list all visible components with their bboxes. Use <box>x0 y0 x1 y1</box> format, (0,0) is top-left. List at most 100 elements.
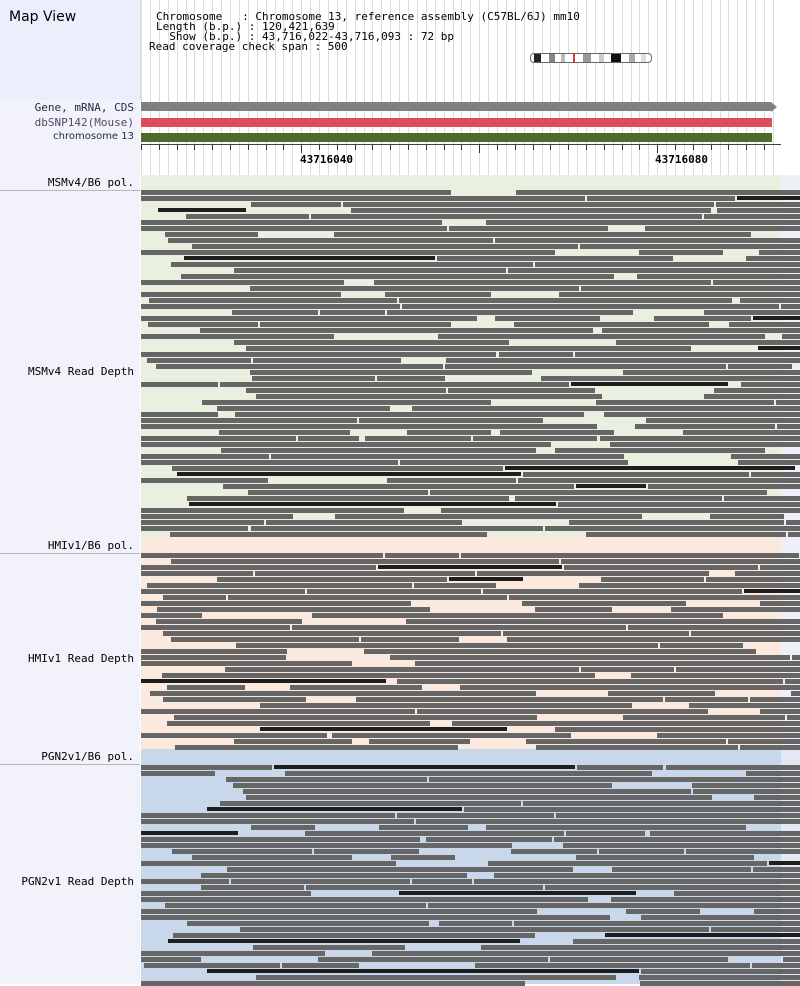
hmi-read[interactable] <box>792 655 800 660</box>
hmi-read[interactable] <box>483 589 742 594</box>
msm-read[interactable] <box>575 352 800 357</box>
msm-read[interactable] <box>141 190 451 195</box>
hmi-read[interactable] <box>141 625 290 630</box>
pgn-read[interactable] <box>372 951 800 956</box>
msm-read[interactable] <box>518 478 800 483</box>
msm-read[interactable] <box>141 478 268 483</box>
pgn-read[interactable] <box>650 831 800 836</box>
hmi-read[interactable] <box>255 571 475 576</box>
pgn-read[interactable] <box>172 849 312 854</box>
pgn-read[interactable] <box>674 891 800 896</box>
pgn-read[interactable] <box>556 813 800 818</box>
hmi-read[interactable] <box>522 601 686 606</box>
hmi-read[interactable] <box>760 709 800 714</box>
hmi-read[interactable] <box>397 679 783 684</box>
pgn-read[interactable] <box>573 939 800 944</box>
pgn-read[interactable] <box>141 831 238 835</box>
gene-track-bar[interactable] <box>141 102 771 111</box>
pgn-read[interactable] <box>641 969 800 974</box>
msm-read[interactable] <box>646 418 800 423</box>
msm-read[interactable] <box>581 286 800 291</box>
msm-read[interactable] <box>495 316 600 321</box>
msm-read[interactable] <box>334 232 751 237</box>
msm-read[interactable] <box>141 220 442 225</box>
msm-read[interactable] <box>508 268 800 273</box>
msm-read[interactable] <box>586 532 786 537</box>
pgn-read[interactable] <box>746 771 800 776</box>
msm-read[interactable] <box>645 226 800 231</box>
pgn-read[interactable] <box>305 831 564 836</box>
msm-read[interactable] <box>635 424 775 429</box>
msm-read[interactable] <box>141 442 551 447</box>
hmi-read[interactable] <box>706 577 800 582</box>
msm-read[interactable] <box>250 286 579 291</box>
pgn-read[interactable] <box>464 807 800 812</box>
msm-read[interactable] <box>184 256 435 260</box>
pgn-read[interactable] <box>523 801 800 806</box>
pgn-read[interactable] <box>141 957 201 962</box>
msm-read[interactable] <box>499 352 573 357</box>
msm-read[interactable] <box>728 364 792 369</box>
pgn-read[interactable] <box>141 765 272 770</box>
msm-read[interactable] <box>141 316 477 321</box>
msm-read[interactable] <box>541 376 800 381</box>
msm-read[interactable] <box>753 316 800 320</box>
pgn-read[interactable] <box>207 807 462 811</box>
msm-read[interactable] <box>746 256 800 261</box>
hmi-read[interactable] <box>141 589 305 594</box>
msm-read[interactable] <box>558 502 800 507</box>
msm-read[interactable] <box>156 364 443 369</box>
pgn-read[interactable] <box>612 867 751 872</box>
msm-read[interactable] <box>158 208 246 212</box>
msm-read[interactable] <box>759 250 800 255</box>
pgn-read[interactable] <box>201 873 467 878</box>
msm-read[interactable] <box>740 298 800 303</box>
msm-read[interactable] <box>500 430 614 435</box>
msm-read[interactable] <box>251 526 543 531</box>
msm-read[interactable] <box>170 532 487 537</box>
pgn-read[interactable] <box>666 765 800 770</box>
msm-read[interactable] <box>168 238 493 243</box>
hmi-read[interactable] <box>536 745 738 750</box>
pgn-read[interactable] <box>399 891 636 895</box>
msm-read[interactable] <box>141 196 585 201</box>
msm-read[interactable] <box>141 226 447 231</box>
hmi-read[interactable] <box>157 607 430 612</box>
msm-read[interactable] <box>741 382 800 387</box>
msm-read[interactable] <box>555 448 765 453</box>
pgn-read[interactable] <box>475 963 750 968</box>
msm-read[interactable] <box>141 514 293 519</box>
msm-read[interactable] <box>445 364 726 369</box>
msm-read[interactable] <box>412 406 800 411</box>
msm-read[interactable] <box>220 382 569 387</box>
pgn-read[interactable] <box>231 879 410 884</box>
msm-read[interactable] <box>351 208 711 213</box>
msm-read[interactable] <box>141 526 248 531</box>
msm-read[interactable] <box>141 460 398 465</box>
msm-read[interactable] <box>704 214 800 219</box>
pgn-read[interactable] <box>397 813 554 818</box>
hmi-read[interactable] <box>791 691 800 696</box>
msm-read[interactable] <box>637 274 800 279</box>
hmi-read[interactable] <box>361 637 459 642</box>
msm-read[interactable] <box>430 490 767 495</box>
msm-read[interactable] <box>141 454 269 459</box>
msm-read[interactable] <box>141 292 341 297</box>
msm-read[interactable] <box>232 310 318 315</box>
pgn-read[interactable] <box>285 771 652 776</box>
pgn-read[interactable] <box>769 861 800 865</box>
pgn-read[interactable] <box>251 825 315 830</box>
msm-read[interactable] <box>717 208 800 213</box>
msm-read[interactable] <box>186 214 309 219</box>
pgn-read[interactable] <box>141 819 414 824</box>
hmi-read[interactable] <box>507 637 800 642</box>
hmi-read[interactable] <box>225 667 579 672</box>
pgn-read[interactable] <box>474 879 800 884</box>
msm-read[interactable] <box>737 196 800 200</box>
pgn-read[interactable] <box>201 885 304 890</box>
hmi-read[interactable] <box>147 583 412 588</box>
hmi-read[interactable] <box>561 559 800 564</box>
hmi-read[interactable] <box>141 571 253 576</box>
dbsnp-track-bar[interactable] <box>141 118 772 127</box>
hmi-read[interactable] <box>167 721 430 726</box>
